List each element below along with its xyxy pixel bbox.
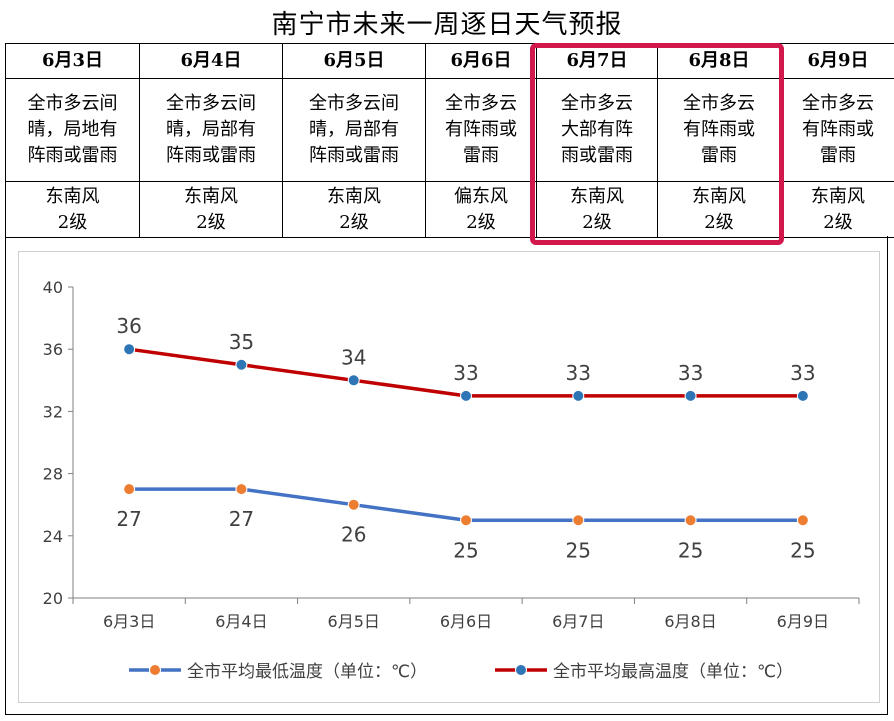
- wind-text: 东南风 2级: [327, 185, 381, 233]
- x-tick-label: 6月9日: [777, 612, 829, 631]
- weather-cell: 全市多云 有阵雨或 雷雨: [657, 78, 781, 182]
- data-point: [235, 483, 248, 496]
- data-label: 25: [566, 538, 591, 562]
- data-label: 33: [678, 361, 703, 385]
- legend-label: 全市平均最低温度（单位：℃）: [187, 662, 427, 682]
- data-label: 25: [790, 538, 815, 562]
- weather-text: 全市多云间 晴，局部有 阵雨或雷雨: [166, 93, 256, 166]
- highlight-box: [530, 43, 784, 245]
- date-cell: 6月9日: [780, 43, 894, 79]
- wind-cell: 东南风 2级: [282, 181, 426, 238]
- data-label: 33: [453, 361, 478, 385]
- x-tick-label: 6月4日: [215, 612, 267, 631]
- temperature-line-chart: 20 24 28 32 36 40 6月3日 6月4日 6月5日 6月6日 6月7日 6月8日 6月9日…: [43, 278, 860, 682]
- wind-text: 东南风 2级: [811, 185, 865, 233]
- data-point: [460, 389, 472, 402]
- data-point: [572, 389, 585, 402]
- weather-text: 全市多云 有阵雨或 雷雨: [683, 93, 755, 166]
- data-label: 27: [116, 507, 141, 531]
- legend-marker: [149, 664, 161, 676]
- date-text: 6月8日: [688, 50, 750, 71]
- wind-text: 偏东风 2级: [454, 185, 508, 233]
- weather-text: 全市多云 有阵雨或 雷雨: [445, 93, 517, 166]
- wind-cell: 东南风 2级: [139, 181, 283, 238]
- wind-text: 东南风 2级: [184, 185, 238, 233]
- data-point: [684, 389, 697, 402]
- data-point: [347, 498, 360, 511]
- forecast-table: 6月3日 6月4日 6月5日 6月6日 6月7日 6月8日 6月9日 全市多云间 晴，局地有…: [5, 43, 894, 238]
- date-row: 6月3日 6月4日 6月5日 6月6日 6月7日 6月8日 6月9日: [5, 43, 894, 79]
- data-label: 34: [341, 345, 366, 369]
- date-text: 6月5日: [323, 50, 385, 71]
- data-label: 36: [116, 314, 141, 338]
- wind-text: 东南风 2级: [45, 185, 100, 233]
- data-label: 26: [341, 523, 366, 547]
- wind-cell: 东南风 2级: [5, 181, 140, 238]
- date-cell: 6月5日: [282, 43, 426, 79]
- weather-cell: 全市多云 有阵雨或 雷雨: [780, 78, 894, 182]
- chart-area: 20 24 28 32 36 40 6月3日 6月4日 6月5日 6月6日 6月7日 6月8日 6月9日…: [18, 251, 880, 703]
- weather-cell: 全市多云间 晴，局地有 阵雨或雷雨: [5, 78, 140, 182]
- data-point: [796, 389, 809, 402]
- date-text: 6月9日: [807, 50, 869, 71]
- y-tick-label: 28: [43, 465, 63, 484]
- data-label: 27: [229, 507, 254, 531]
- y-tick-label: 20: [43, 589, 63, 608]
- date-text: 6月3日: [41, 50, 104, 71]
- data-point: [235, 358, 248, 371]
- data-label: 25: [453, 538, 478, 562]
- data-label: 33: [790, 361, 815, 385]
- weather-text: 全市多云 有阵雨或 雷雨: [802, 93, 874, 166]
- chart-frame: [5, 236, 888, 715]
- y-tick-label: 32: [43, 402, 63, 421]
- date-cell: 6月4日: [139, 43, 283, 79]
- data-point: [572, 514, 585, 527]
- data-point: [123, 483, 136, 496]
- data-label: 25: [678, 538, 703, 562]
- weather-cell: 全市多云 有阵雨或 雷雨: [425, 78, 537, 182]
- weather-cell: 全市多云 大部有阵 雨或雷雨: [536, 78, 658, 182]
- legend-marker: [515, 664, 527, 676]
- wind-cell: 东南风 2级: [780, 181, 894, 238]
- data-point: [684, 514, 697, 527]
- x-tick-label: 6月5日: [328, 612, 380, 631]
- data-label: 35: [229, 330, 254, 354]
- wind-text: 东南风 2级: [692, 185, 746, 233]
- weather-cell: 全市多云间 晴，局部有 阵雨或雷雨: [282, 78, 426, 182]
- wind-text: 东南风 2级: [570, 185, 624, 233]
- x-tick-label: 6月6日: [440, 612, 492, 631]
- data-point: [123, 343, 136, 356]
- wind-cell: 偏东风 2级: [425, 181, 537, 238]
- weather-text: 全市多云间 晴，局地有 阵雨或雷雨: [27, 93, 118, 166]
- weather-cell: 全市多云间 晴，局部有 阵雨或雷雨: [139, 78, 283, 182]
- weather-text: 全市多云 大部有阵 雨或雷雨: [561, 93, 633, 166]
- date-cell: 6月6日: [425, 43, 537, 79]
- x-tick-label: 6月8日: [664, 612, 716, 631]
- date-text: 6月6日: [450, 50, 512, 71]
- weather-text: 全市多云间 晴，局部有 阵雨或雷雨: [309, 93, 399, 166]
- data-point: [796, 514, 809, 527]
- date-text: 6月4日: [180, 50, 242, 71]
- legend-label: 全市平均最高温度（单位：℃）: [553, 662, 793, 682]
- x-tick-label: 6月7日: [552, 612, 604, 631]
- weather-row: 全市多云间 晴，局地有 阵雨或雷雨 全市多云间 晴，局部有 阵雨或雷雨 全市多云间 …: [5, 78, 894, 182]
- date-cell: 6月3日: [5, 43, 140, 79]
- y-tick-label: 40: [43, 278, 63, 297]
- date-text: 6月7日: [566, 50, 628, 71]
- y-tick-label: 36: [43, 340, 63, 359]
- wind-row: 东南风 2级 东南风 2级 东南风 2级 偏东风 2级 东南风 2级 东南风 2级 东南风 …: [5, 181, 894, 238]
- data-point: [347, 374, 360, 387]
- data-point: [460, 514, 472, 527]
- page-title: 南宁市未来一周逐日天气预报: [271, 10, 623, 40]
- y-tick-label: 24: [43, 527, 63, 546]
- wind-cell: 东南风 2级: [657, 181, 781, 238]
- data-label: 33: [566, 361, 591, 385]
- x-tick-label: 6月3日: [103, 612, 155, 631]
